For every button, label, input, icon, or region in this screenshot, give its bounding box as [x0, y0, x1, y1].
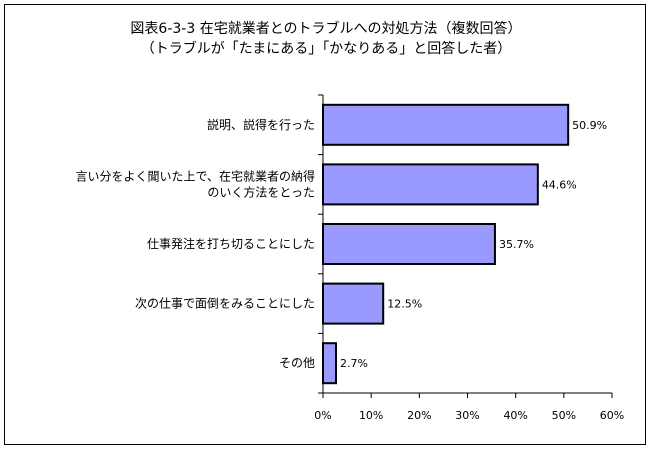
bar	[322, 163, 539, 206]
bar	[322, 223, 496, 265]
data-label: 12.5%	[387, 298, 422, 311]
x-tick-label: 60%	[600, 409, 624, 422]
category-label: その他	[279, 356, 315, 370]
data-label: 2.7%	[340, 357, 368, 370]
bar	[322, 342, 338, 385]
data-label: 44.6%	[542, 178, 577, 191]
x-tick-label: 50%	[552, 409, 576, 422]
x-tick-label: 20%	[407, 409, 431, 422]
category-label: 次の仕事で面倒をみることにした	[135, 297, 315, 311]
category-label: 言い分をよく聞いた上で、在宅就業者の納得	[75, 168, 315, 183]
category-label: のいく方法をとった	[207, 184, 315, 199]
x-tick-label: 40%	[503, 409, 527, 422]
chart-title: 図表6-3-3 在宅就業者とのトラブルへの対処方法（複数回答）	[130, 21, 522, 37]
category-label: 説明、説得を行った	[207, 117, 315, 132]
bar	[322, 103, 570, 146]
x-tick-label: 10%	[359, 409, 383, 422]
x-tick-label: 0%	[314, 409, 331, 422]
data-label: 35.7%	[499, 238, 534, 251]
chart-subtitle: （トラブルが「たまにある」「かなりある」と回答した者）	[140, 41, 512, 57]
data-label: 50.9%	[572, 119, 607, 132]
x-tick-label: 30%	[455, 409, 479, 422]
bar	[322, 282, 385, 325]
category-label: 仕事発注を打ち切ることにした	[147, 236, 315, 251]
